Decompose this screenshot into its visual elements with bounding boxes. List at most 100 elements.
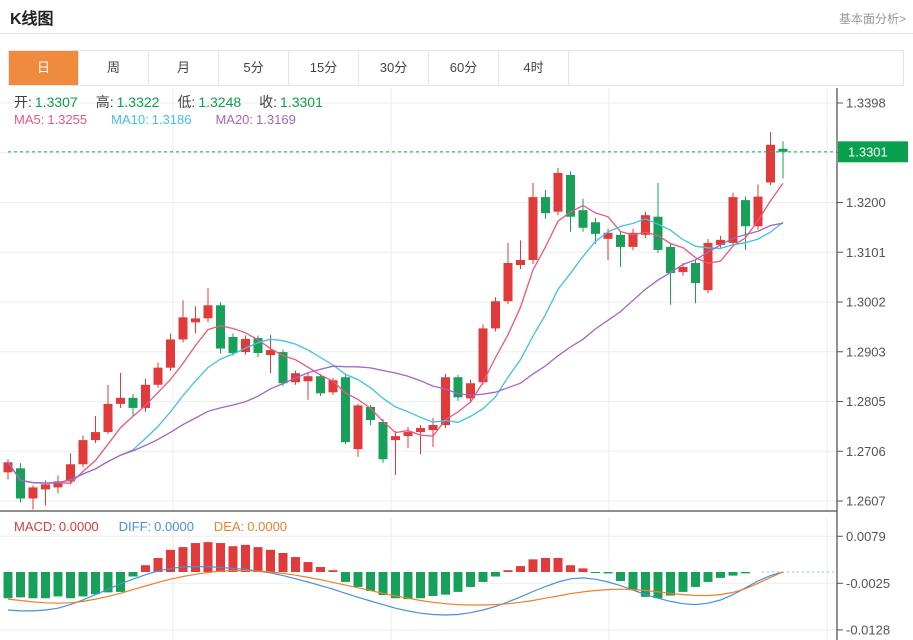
macd-bar	[316, 567, 325, 572]
macd-info: MACD: 0.0000 DIFF: 0.0000 DEA: 0.0000	[14, 519, 287, 534]
macd-bar	[103, 572, 113, 593]
y-tick-label: 1.3002	[846, 295, 886, 310]
macd-bar	[3, 572, 13, 599]
candle-body	[716, 239, 725, 245]
y-tick-label: 1.3200	[846, 195, 886, 210]
period-tabs: 日 周 月 5分 15分 30分 60分 4时	[8, 50, 904, 86]
candle-body	[541, 197, 550, 214]
macd-bar	[391, 572, 400, 599]
diff-line	[7, 565, 784, 616]
candle-body	[328, 380, 338, 393]
tab-15min[interactable]: 15分	[289, 51, 359, 85]
candle-body	[753, 196, 763, 227]
macd-bar	[278, 552, 288, 572]
candle-body	[441, 377, 450, 426]
macd-bar	[416, 572, 425, 599]
macd-bar	[253, 547, 263, 572]
tab-week[interactable]: 周	[79, 51, 149, 85]
macd-bar	[541, 557, 550, 572]
candle-body	[141, 384, 150, 408]
macd-bar	[603, 572, 613, 574]
macd-bar	[191, 543, 200, 572]
candle-body	[628, 232, 638, 247]
ma20-value: MA20: 1.3169	[215, 112, 296, 127]
ma10-value: MA10: 1.3186	[111, 112, 192, 127]
tab-60min[interactable]: 60分	[429, 51, 499, 85]
macd-bar	[341, 572, 350, 582]
candle-body	[391, 436, 400, 441]
current-price-tag-label: 1.3301	[848, 144, 888, 159]
macd-bar	[728, 572, 738, 576]
macd-bar	[303, 562, 313, 572]
candle-body	[116, 397, 125, 404]
macd-bar	[516, 566, 525, 572]
macd-bar	[266, 549, 275, 572]
candle-body	[228, 336, 238, 354]
candle-body	[478, 328, 488, 383]
y-tick-label: 1.2805	[846, 394, 886, 409]
macd-bar	[228, 546, 238, 572]
ohlc-close: 收: 1.3301	[259, 94, 323, 110]
macd-bar	[741, 572, 750, 574]
tab-5min[interactable]: 5分	[219, 51, 289, 85]
page-title: K线图	[10, 11, 54, 28]
candle-body	[128, 397, 138, 408]
candle-body	[191, 318, 200, 323]
macd-bar	[703, 572, 713, 582]
candle-body	[553, 172, 563, 212]
tab-month[interactable]: 月	[149, 51, 219, 85]
candle-body	[16, 468, 25, 499]
candle-body	[66, 464, 75, 482]
macd-bar	[291, 557, 300, 572]
macd-tick-label: -0.0128	[846, 622, 890, 637]
candle-body	[341, 377, 350, 443]
ohlc-open: 开: 1.3307	[14, 94, 78, 110]
macd-bar	[141, 565, 150, 572]
macd-bar	[466, 572, 475, 587]
candle-body	[91, 432, 100, 441]
macd-bar	[528, 559, 538, 572]
ohlc-info: 开: 1.3307 高: 1.3322 低: 1.3248 收: 1.3301	[14, 92, 323, 112]
candle-body	[728, 197, 738, 243]
macd-bar	[78, 572, 88, 597]
macd-bar	[353, 572, 363, 587]
ma-info: MA5: 1.3255 MA10: 1.3186 MA20: 1.3169	[14, 112, 296, 127]
macd-bar	[478, 572, 488, 582]
macd-bar	[378, 572, 388, 596]
diff-value: DIFF: 0.0000	[118, 519, 194, 534]
candle-body	[253, 337, 263, 354]
y-tick-label: 1.2607	[846, 494, 886, 509]
macd-bar	[41, 572, 50, 599]
macd-bar	[641, 572, 650, 597]
candle-body	[741, 200, 750, 227]
macd-bar	[53, 572, 63, 597]
macd-bar	[153, 557, 163, 572]
candle-body	[378, 422, 388, 460]
current-price-tag	[838, 141, 908, 163]
dea-line	[7, 569, 784, 606]
macd-bar	[28, 572, 38, 599]
candle-body	[241, 338, 250, 353]
tab-30min[interactable]: 30分	[359, 51, 429, 85]
candle-body	[678, 267, 688, 273]
candle-body	[416, 428, 425, 433]
candle-body	[78, 440, 88, 465]
tab-4hour[interactable]: 4时	[499, 51, 569, 85]
y-tick-label: 1.2903	[846, 344, 886, 359]
macd-bar	[428, 572, 438, 596]
tab-day[interactable]: 日	[9, 51, 79, 85]
candle-body	[28, 487, 38, 499]
candle-body	[503, 263, 513, 302]
candle-body	[766, 144, 775, 183]
candle-body	[491, 301, 500, 329]
macd-bar	[678, 572, 688, 592]
candle-body	[666, 246, 675, 274]
ma5-value: MA5: 1.3255	[14, 112, 88, 127]
candle-body	[3, 462, 13, 473]
macd-bar	[166, 549, 175, 572]
macd-bar	[491, 572, 500, 577]
candle-body	[153, 367, 163, 385]
fundamental-analysis-link[interactable]: 基本面分析>	[838, 12, 906, 26]
candle-body	[353, 405, 363, 450]
ma10-line	[7, 218, 784, 484]
